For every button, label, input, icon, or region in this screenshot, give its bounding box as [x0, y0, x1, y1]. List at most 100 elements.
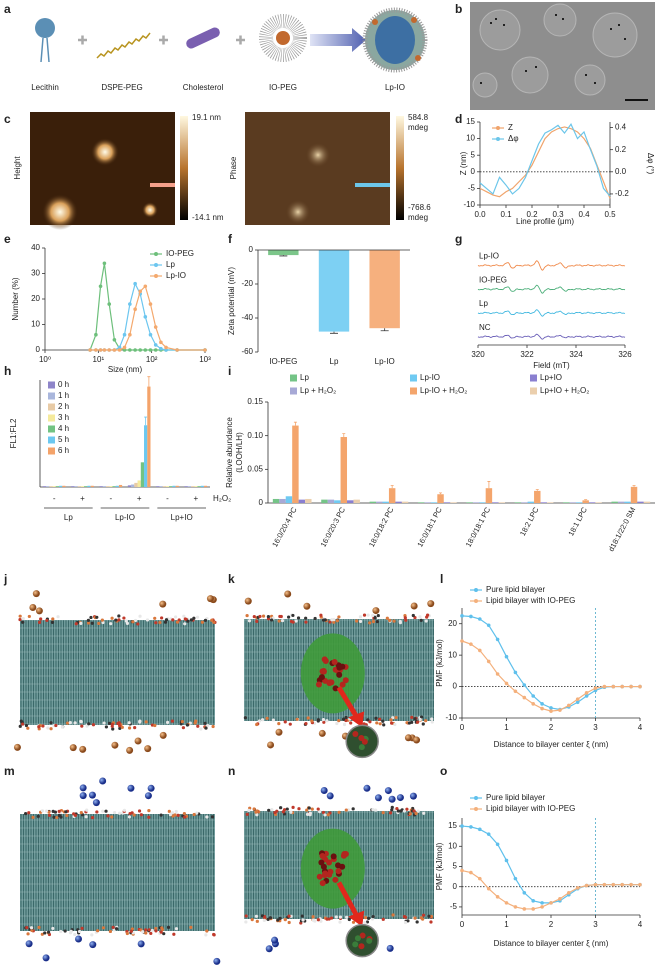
lipid-head — [79, 621, 83, 625]
x-tick-label: + — [80, 494, 85, 503]
lipid-head — [418, 717, 422, 722]
bar — [175, 486, 179, 487]
bar — [376, 501, 383, 503]
schematic — [35, 7, 428, 73]
lipid-head — [52, 815, 56, 819]
y-tick-label: 40 — [31, 243, 40, 252]
ion — [69, 744, 77, 752]
bar — [569, 502, 576, 503]
md-snapshot — [243, 590, 435, 759]
bar — [62, 486, 66, 487]
lipid-head — [287, 914, 291, 918]
data-point — [460, 824, 464, 828]
x-tick-label: 0.4 — [578, 210, 590, 219]
error-bar — [487, 481, 491, 489]
bar — [162, 486, 166, 487]
y-tick-label: 10 — [31, 320, 40, 329]
legend-marker — [474, 588, 478, 592]
panel-label: o — [440, 764, 447, 778]
ion — [32, 590, 40, 598]
afm-spot — [91, 138, 119, 166]
lipid-head — [277, 619, 281, 623]
data-point — [478, 648, 482, 653]
lipid-head — [304, 722, 308, 726]
lipid-head — [111, 925, 115, 929]
data-point — [611, 882, 616, 887]
bar — [318, 250, 350, 332]
lipid-head — [51, 617, 55, 621]
data-point — [153, 325, 158, 329]
vesicle — [472, 72, 498, 98]
data-point — [122, 332, 127, 337]
lipid-head — [45, 618, 49, 623]
data-point — [495, 672, 500, 676]
lipid-head — [182, 811, 186, 816]
lipid-head — [150, 928, 154, 933]
lipid-head — [261, 614, 266, 618]
data-point — [143, 315, 148, 319]
bar — [285, 496, 293, 503]
data-point — [558, 897, 562, 901]
lipid-head — [388, 811, 393, 815]
bar — [80, 486, 85, 487]
iron-oxide-atom — [326, 871, 333, 878]
legend-label: Lp-IO + H₂O₂ — [420, 386, 467, 395]
bar — [527, 501, 535, 503]
legend-swatch — [530, 374, 537, 382]
bar — [49, 486, 53, 487]
bar — [450, 502, 457, 503]
data-point — [638, 684, 642, 689]
lipid-head — [204, 933, 208, 937]
lipid-head — [378, 717, 382, 721]
lipid-head — [405, 721, 409, 725]
lipid-head — [244, 914, 248, 918]
data-point — [638, 882, 642, 887]
lipid-head — [30, 928, 34, 932]
data-point — [504, 654, 509, 659]
lipid-head — [390, 805, 394, 809]
legend-marker — [496, 126, 500, 130]
colorbar — [396, 116, 404, 220]
component-label: Cholesterol — [183, 83, 224, 92]
lipid-head — [300, 914, 304, 918]
ion — [127, 784, 135, 792]
lipid-head — [68, 721, 72, 725]
lipid-head — [170, 719, 175, 723]
panel-label: f — [228, 232, 233, 246]
lipid-head — [304, 620, 308, 624]
x-axis-label: Field (mT) — [533, 361, 570, 370]
bar — [165, 486, 170, 487]
data-point — [117, 345, 122, 350]
lipid-head — [102, 721, 106, 725]
lipid-head — [57, 809, 61, 813]
error-bar — [535, 489, 539, 491]
lipid-head — [175, 620, 180, 624]
lipid-head — [313, 616, 317, 621]
legend-swatch — [410, 387, 417, 395]
zoom-atom — [358, 744, 365, 751]
lipid-head — [257, 719, 262, 723]
bar — [298, 499, 306, 503]
colorbar-label: -14.1 nm — [192, 213, 224, 222]
lipid-head — [112, 810, 117, 815]
bar — [617, 501, 625, 503]
bar — [272, 498, 280, 503]
image-label: Phase — [229, 156, 238, 179]
y-tick-label: 10 — [466, 134, 475, 143]
series-line — [461, 825, 640, 904]
bar — [147, 386, 151, 487]
lipid-head — [154, 926, 158, 931]
group-label: Lp-IO — [115, 513, 135, 522]
lipid-head — [144, 720, 148, 724]
legend-label: Lipid bilayer with IO-PEG — [486, 596, 575, 605]
data-point — [107, 302, 112, 306]
legend-label: Lp-IO — [420, 373, 440, 382]
lipid-head — [255, 619, 259, 623]
lipid-head — [163, 620, 168, 624]
zoom-arrow-head — [348, 711, 365, 728]
x-tick-label: - — [109, 494, 112, 503]
iron-oxide-atom — [336, 671, 343, 678]
lipid-head — [27, 614, 31, 619]
lipid-head — [342, 722, 347, 727]
lipid-head — [101, 809, 105, 813]
